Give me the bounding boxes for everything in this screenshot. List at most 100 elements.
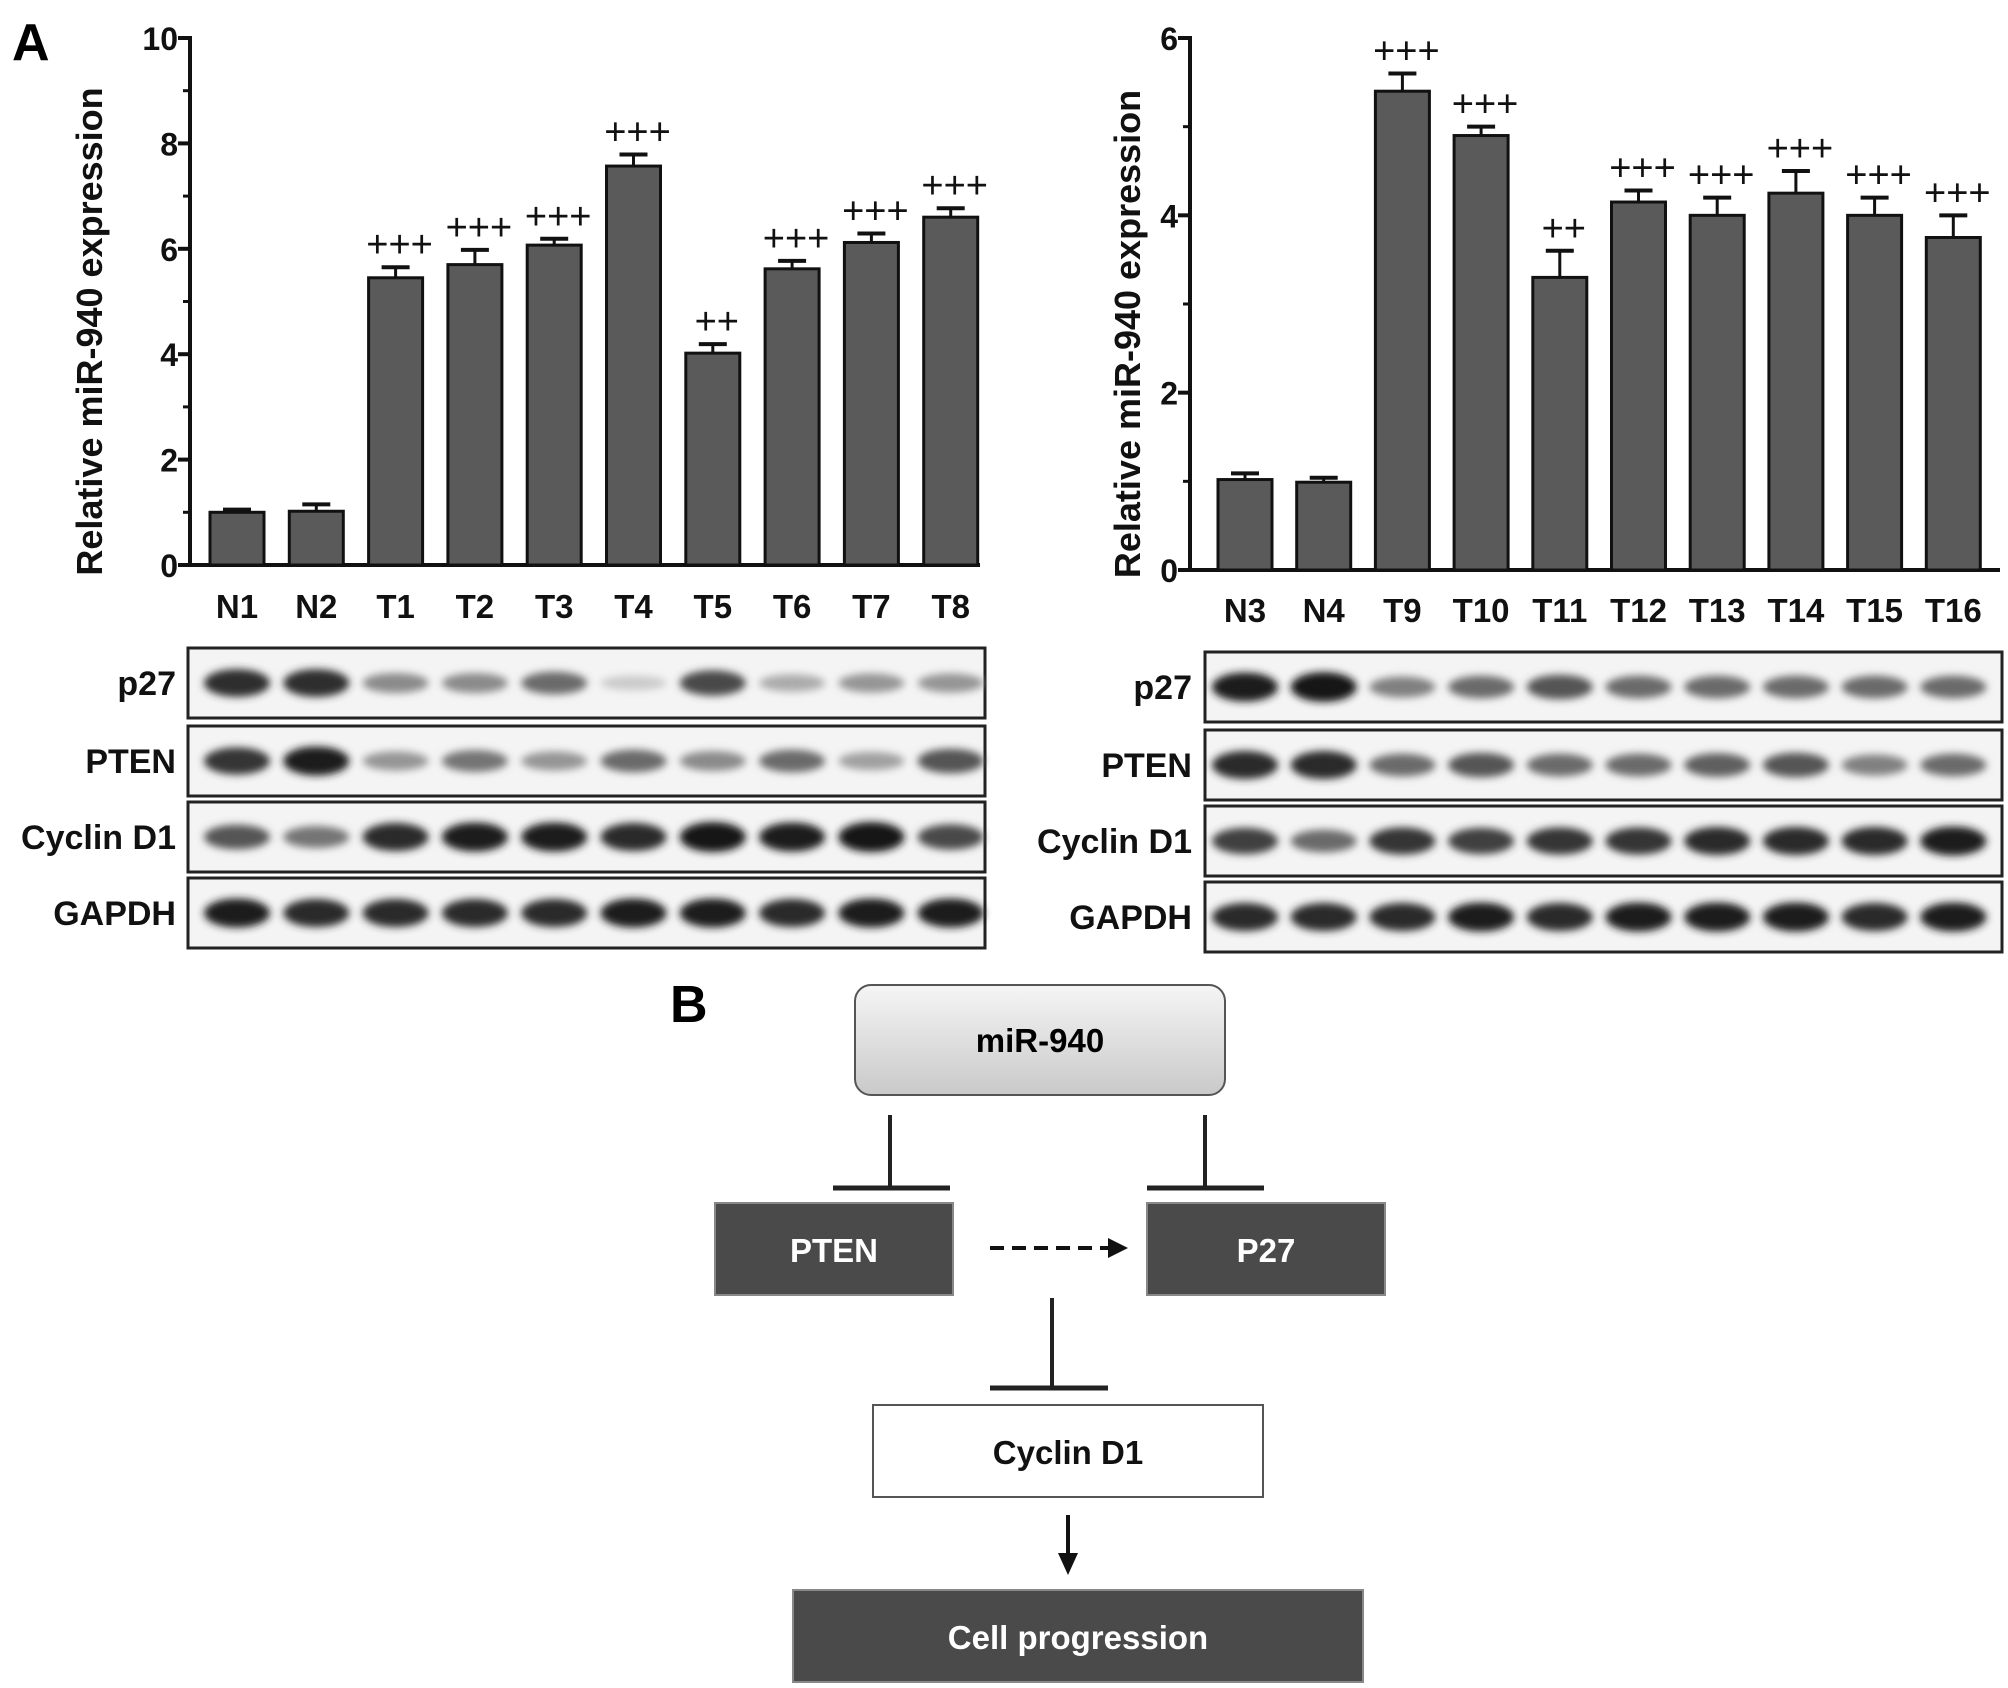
y-tick-label: 8: [160, 126, 178, 162]
blot-band: [759, 674, 826, 692]
category-label: T3: [535, 588, 574, 625]
cyclin-label: Cyclin D1: [993, 1434, 1143, 1471]
bar: [1767, 191, 1825, 572]
significance-label: +++: [1452, 84, 1519, 126]
category-label: N3: [1224, 592, 1266, 629]
blot-band: [521, 898, 588, 928]
significance-label: +++: [1688, 155, 1755, 197]
blot-band: [521, 751, 588, 771]
blot-band: [1841, 754, 1908, 776]
blot-band: [1448, 675, 1515, 699]
blot-band: [1605, 675, 1672, 699]
category-label: T15: [1846, 592, 1903, 629]
blot-row-label: GAPDH: [53, 895, 176, 933]
category-label: T11: [1532, 592, 1587, 629]
blot-band: [1448, 752, 1515, 778]
blot-band: [283, 898, 350, 928]
blot-band: [1684, 753, 1751, 777]
y-tick-label: 6: [1160, 21, 1178, 57]
blot-band: [1290, 672, 1357, 702]
blot-band: [204, 669, 270, 697]
mir940-label: miR-940: [976, 1022, 1104, 1059]
western-blot-left: p27 PTEN Cyclin D1 GAPDH: [21, 646, 987, 950]
bar: [1610, 200, 1667, 572]
blot-band: [1290, 829, 1357, 853]
blot-band: [283, 746, 350, 776]
y-tick-label: 2: [1160, 376, 1178, 412]
blot-band: [1448, 827, 1515, 855]
cyclin-box: [872, 1404, 1264, 1498]
pten-box: [714, 1202, 954, 1296]
category-label: N4: [1303, 592, 1346, 629]
blot-band: [600, 675, 667, 691]
bar: [367, 276, 425, 567]
blot-row-label: p27: [1133, 669, 1192, 707]
bar-chart-right: 0 2 4 6 Relative miR-940 expression N3 N4 +++ T9…: [1107, 21, 2000, 629]
bar: [684, 351, 742, 567]
significance-label: +++: [1373, 30, 1440, 72]
mir940-box: [854, 984, 1226, 1096]
blot-row-label: Cyclin D1: [1037, 823, 1192, 861]
category-label: T12: [1610, 592, 1667, 629]
blot-band: [1920, 902, 1987, 932]
blot-band: [521, 671, 588, 695]
blot-band: [838, 751, 905, 771]
bar: [605, 164, 662, 567]
category-label: T5: [694, 588, 733, 625]
blot-band: [600, 822, 667, 852]
blot-band: [759, 898, 826, 928]
blot-band: [1841, 675, 1908, 699]
blot-band: [1920, 675, 1987, 699]
blot-band: [1290, 750, 1357, 780]
blot-band: [917, 673, 984, 693]
blot-band: [917, 898, 984, 928]
bar: [446, 263, 504, 567]
blot-band: [521, 822, 588, 852]
blot-band: [1841, 826, 1908, 856]
blot-band: [917, 748, 984, 774]
blot-band: [362, 898, 429, 928]
y-tick-label: 4: [1160, 198, 1178, 234]
significance-label: +++: [763, 218, 830, 260]
bar: [1373, 89, 1431, 572]
blot-band: [1448, 902, 1515, 932]
blot-band: [362, 822, 429, 852]
blot-band: [1369, 676, 1436, 698]
blot-band: [1290, 902, 1357, 932]
blot-band: [838, 822, 905, 852]
significance-label: +++: [604, 111, 671, 153]
category-label: T1: [376, 588, 415, 625]
category-label: T16: [1925, 592, 1982, 629]
blot-row-label: PTEN: [85, 743, 176, 781]
y-tick-label: 0: [160, 548, 178, 584]
blot-row-label: GAPDH: [1069, 899, 1192, 937]
blot-band: [679, 670, 746, 696]
blot-band: [1605, 902, 1672, 932]
category-label: T4: [614, 588, 653, 625]
category-label: T8: [931, 588, 970, 625]
bar: [842, 240, 900, 567]
blot-band: [1526, 827, 1593, 855]
bar: [208, 510, 266, 567]
significance-label: +++: [1609, 148, 1676, 190]
p27-label: P27: [1237, 1232, 1296, 1269]
blot-band: [204, 824, 270, 850]
category-label: T9: [1383, 592, 1422, 629]
significance-label: +++: [366, 224, 433, 266]
bar: [1688, 213, 1746, 572]
blot-band: [362, 672, 429, 694]
bar: [1924, 236, 1982, 572]
blot-band: [1762, 826, 1829, 856]
blot-band: [1369, 902, 1436, 932]
blot-band: [600, 749, 667, 773]
blot-row-label: p27: [117, 665, 176, 703]
bar: [1216, 478, 1274, 572]
progression-label: Cell progression: [948, 1619, 1208, 1656]
blot-band: [679, 822, 746, 852]
y-tick-label: 10: [142, 21, 178, 57]
blot-band: [1212, 750, 1278, 780]
dashed-arrow-head: [1108, 1238, 1128, 1258]
significance-label: ++: [695, 301, 739, 343]
bar: [1846, 213, 1904, 572]
